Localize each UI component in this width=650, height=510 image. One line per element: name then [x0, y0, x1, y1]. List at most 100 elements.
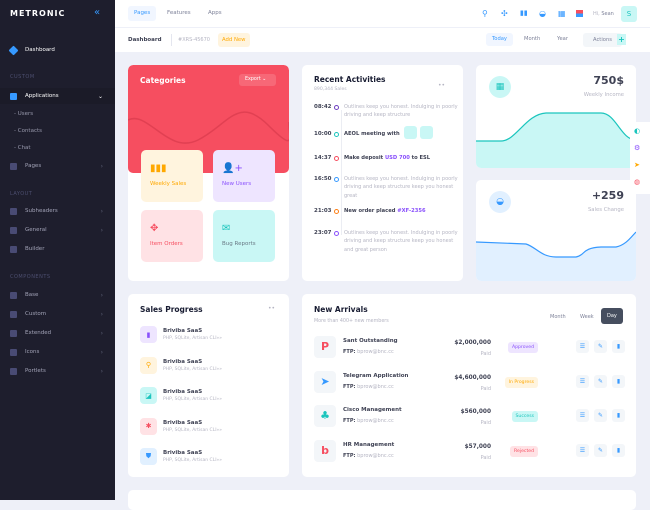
timeline-dot-icon	[334, 132, 339, 137]
nav-features[interactable]: Features	[167, 10, 191, 16]
activity-time: 08:42	[314, 104, 332, 110]
apps-grid-icon[interactable]: ▦	[558, 9, 566, 18]
row-ftp: FTP: bprow@bnc.cc	[343, 418, 394, 424]
tile-item-orders[interactable]: ✥ Item Orders	[141, 210, 203, 262]
layers-icon[interactable]: ◐	[634, 127, 641, 135]
record-code: #XRS-45670	[178, 37, 210, 43]
row-amount: $4,600,000	[454, 374, 491, 381]
tile-bug-reports[interactable]: ✉ Bug Reports	[213, 210, 275, 262]
edit-icon[interactable]: ✎	[594, 443, 607, 457]
sidebar-item-subheaders[interactable]: Subheaders ›	[0, 203, 115, 219]
more-menu-icon[interactable]: ••	[268, 305, 276, 312]
delete-icon[interactable]: ▮	[612, 443, 625, 457]
sidebar-item-users[interactable]: - Users	[14, 111, 34, 117]
sidebar-item-contacts[interactable]: - Contacts	[14, 128, 42, 134]
sidebar-item-builder[interactable]: Builder	[0, 241, 115, 257]
collapse-sidebar-icon[interactable]: «	[94, 7, 101, 18]
add-new-button[interactable]: Add New	[218, 33, 250, 47]
sidebar-item-chat[interactable]: - Chat	[14, 145, 31, 151]
tab-day[interactable]: Day	[601, 308, 623, 324]
tab-week[interactable]: Week	[580, 314, 594, 320]
activity-time: 21:03	[314, 208, 332, 214]
edit-icon[interactable]: ✎	[594, 374, 607, 388]
dashboard-icon	[8, 45, 19, 55]
tile-weekly-sales[interactable]: ▮▮▮ Weekly Sales	[141, 150, 203, 202]
company-logo-icon: ♣	[314, 405, 336, 427]
flag-icon[interactable]	[576, 10, 583, 17]
icons-icon	[10, 348, 17, 356]
card-title: New Arrivals	[314, 305, 368, 314]
edit-icon[interactable]: ✎	[594, 409, 607, 422]
bottom-card	[128, 490, 636, 510]
delete-icon[interactable]: ▮	[612, 340, 625, 353]
sales-progress-item[interactable]: ▮ Briviba SaaS PHP, SQLite, Artisan CLI»»	[140, 326, 222, 343]
sidebar-item-applications[interactable]: Applications ⌄	[0, 88, 115, 104]
row-name[interactable]: Telegram Application	[343, 372, 409, 379]
export-dropdown[interactable]: Export ⌄	[239, 74, 276, 86]
range-today[interactable]: Today	[486, 33, 514, 46]
range-month[interactable]: Month	[524, 36, 541, 42]
nav-pages[interactable]: Pages	[128, 6, 157, 21]
delete-icon[interactable]: ▮	[612, 409, 625, 422]
divider	[171, 34, 172, 46]
tile-new-users[interactable]: 👤+ New Users	[213, 150, 275, 202]
cart-icon[interactable]: ◒	[539, 9, 546, 18]
sidebar-item-label: Applications	[25, 93, 59, 99]
nav-apps[interactable]: Apps	[208, 10, 222, 16]
sidebar-item-pages[interactable]: Pages ›	[0, 158, 115, 174]
table-row: ➤ Telegram Application FTP: bprow@bnc.cc…	[314, 370, 626, 395]
sales-progress-item[interactable]: ⛊ Briviba SaaS PHP, SQLite, Artisan CLI»»	[140, 448, 222, 465]
sidebar-item-icons[interactable]: Icons ›	[0, 344, 115, 360]
edit-icon[interactable]: ✎	[594, 340, 607, 353]
sales-progress-item[interactable]: ⚲ Briviba SaaS PHP, SQLite, Artisan CLI»»	[140, 356, 222, 374]
avatar	[419, 126, 433, 139]
timeline-dot-icon	[334, 209, 339, 214]
sales-progress-item[interactable]: ◪ Briviba SaaS PHP, SQLite, Artisan CLI»»	[140, 387, 222, 404]
notifications-icon[interactable]: ✣	[501, 9, 508, 18]
sidebar-item-extended[interactable]: Extended ›	[0, 325, 115, 341]
sidebar-item-general[interactable]: General ›	[0, 222, 115, 238]
project-icon: ◪	[140, 387, 157, 404]
settings-icon[interactable]: ⚙	[634, 144, 641, 152]
top-header: Pages Features Apps ⚲ ✣ ▮▮ ◒ ▦ Hi, Sean …	[115, 0, 650, 28]
sidebar-item-portlets[interactable]: Portlets ›	[0, 363, 115, 379]
sidebar-item-base[interactable]: Base ›	[0, 287, 115, 303]
timeline-dot-icon	[334, 231, 339, 236]
row-name[interactable]: HR Management	[343, 441, 395, 448]
search-icon[interactable]: ⚲	[482, 9, 488, 18]
delete-icon[interactable]: ▮	[612, 374, 625, 388]
more-menu-icon[interactable]: ••	[438, 82, 446, 89]
card-subtitle: 890,344 Sales	[314, 87, 347, 92]
categories-header-wave	[128, 65, 289, 173]
range-year[interactable]: Year	[557, 36, 568, 42]
view-icon[interactable]: ☰	[576, 340, 589, 353]
sidebar-item-custom[interactable]: Custom ›	[0, 306, 115, 322]
sidebar: METRONIC « Dashboard CUSTOM Applications…	[0, 0, 115, 500]
view-icon[interactable]: ☰	[576, 443, 589, 457]
add-file-icon[interactable]: +	[617, 34, 626, 45]
activity-text: Make deposit USD 700 to ESL	[344, 155, 431, 161]
view-icon[interactable]: ☰	[576, 409, 589, 422]
quick-toolbar: ◐ ⚙ ➤ ◍	[630, 122, 650, 194]
row-name[interactable]: Sant Outstanding	[343, 338, 398, 344]
highlight-link[interactable]: #XF-2356	[397, 208, 426, 214]
actions-button[interactable]: Actions	[583, 33, 622, 47]
project-icon: ✱	[140, 417, 157, 435]
avatar[interactable]: S	[621, 6, 637, 22]
activity-item: 14:37 Make deposit USD 700 to ESL	[314, 155, 430, 161]
user-greeting[interactable]: Hi, Sean	[593, 11, 614, 17]
row-ftp: FTP: bprow@bnc.cc	[343, 349, 394, 355]
send-icon[interactable]: ➤	[634, 161, 640, 169]
highlight-link[interactable]: USD 700	[384, 155, 410, 161]
activity-text: Outlines keep you honest. Indulging in p…	[344, 229, 458, 253]
item-desc: PHP, SQLite, Artisan CLI»»	[163, 427, 223, 433]
chart-icon[interactable]: ▮▮	[520, 9, 528, 17]
sales-progress-item[interactable]: ✱ Briviba SaaS PHP, SQLite, Artisan CLI»»	[140, 417, 223, 435]
row-paid: Paid	[480, 454, 491, 461]
chat-icon[interactable]: ◍	[634, 178, 641, 186]
tab-month[interactable]: Month	[550, 314, 566, 320]
view-icon[interactable]: ☰	[576, 374, 589, 388]
sidebar-item-dashboard[interactable]: Dashboard	[0, 42, 115, 58]
bar-chart-icon: ▮▮▮	[150, 163, 167, 174]
row-name[interactable]: Cisco Management	[343, 407, 402, 413]
